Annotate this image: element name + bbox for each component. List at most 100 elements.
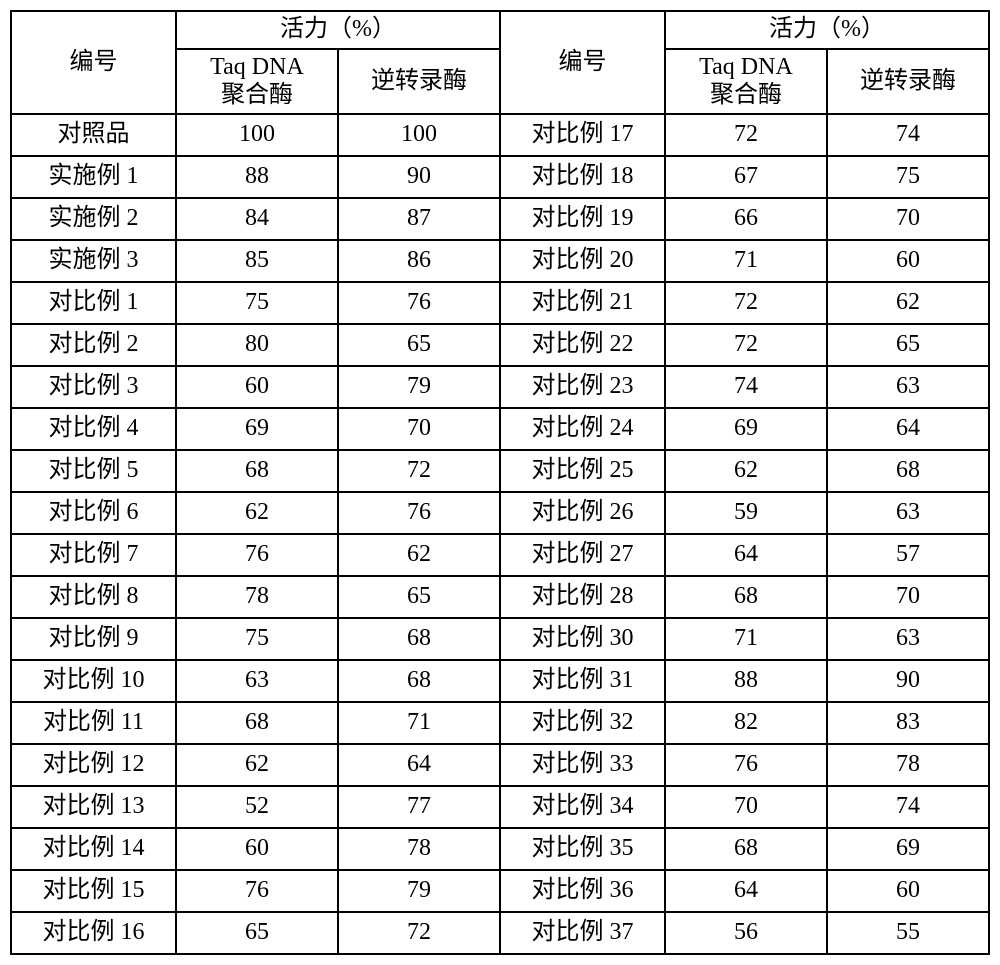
table-row: 对比例 28065对比例 227265 [11, 324, 989, 366]
cell-l_rt: 72 [338, 912, 500, 954]
cell-l_rt: 86 [338, 240, 500, 282]
cell-r_id: 对比例 30 [500, 618, 665, 660]
cell-r_rt: 60 [827, 240, 989, 282]
cell-l_taq: 63 [176, 660, 338, 702]
cell-r_rt: 74 [827, 786, 989, 828]
cell-l_taq: 100 [176, 114, 338, 156]
cell-r_taq: 64 [665, 870, 827, 912]
table-row: 对比例 146078对比例 356869 [11, 828, 989, 870]
cell-l_taq: 75 [176, 282, 338, 324]
cell-l_id: 实施例 1 [11, 156, 176, 198]
cell-r_id: 对比例 34 [500, 786, 665, 828]
cell-l_rt: 76 [338, 492, 500, 534]
table-row: 对比例 56872对比例 256268 [11, 450, 989, 492]
cell-r_taq: 67 [665, 156, 827, 198]
header-activity-left: 活力（%） [176, 11, 500, 49]
cell-r_taq: 70 [665, 786, 827, 828]
cell-r_rt: 74 [827, 114, 989, 156]
cell-r_rt: 83 [827, 702, 989, 744]
cell-l_rt: 79 [338, 870, 500, 912]
table-row: 对比例 106368对比例 318890 [11, 660, 989, 702]
cell-l_taq: 52 [176, 786, 338, 828]
cell-l_id: 对比例 9 [11, 618, 176, 660]
table-row: 对比例 77662对比例 276457 [11, 534, 989, 576]
cell-l_id: 对比例 7 [11, 534, 176, 576]
cell-l_id: 对比例 8 [11, 576, 176, 618]
table-row: 对比例 116871对比例 328283 [11, 702, 989, 744]
cell-l_taq: 78 [176, 576, 338, 618]
cell-l_id: 对比例 12 [11, 744, 176, 786]
cell-r_rt: 68 [827, 450, 989, 492]
cell-l_id: 对比例 3 [11, 366, 176, 408]
cell-l_rt: 90 [338, 156, 500, 198]
cell-r_id: 对比例 26 [500, 492, 665, 534]
table-row: 对比例 126264对比例 337678 [11, 744, 989, 786]
cell-r_taq: 68 [665, 828, 827, 870]
cell-l_id: 对比例 14 [11, 828, 176, 870]
table-row: 对比例 36079对比例 237463 [11, 366, 989, 408]
cell-r_rt: 55 [827, 912, 989, 954]
cell-r_taq: 59 [665, 492, 827, 534]
cell-r_taq: 71 [665, 240, 827, 282]
cell-r_id: 对比例 32 [500, 702, 665, 744]
cell-r_taq: 64 [665, 534, 827, 576]
cell-r_taq: 74 [665, 366, 827, 408]
cell-r_id: 对比例 27 [500, 534, 665, 576]
cell-l_rt: 68 [338, 618, 500, 660]
cell-r_id: 对比例 37 [500, 912, 665, 954]
cell-r_rt: 70 [827, 198, 989, 240]
cell-r_rt: 63 [827, 618, 989, 660]
cell-r_rt: 63 [827, 366, 989, 408]
cell-l_id: 实施例 2 [11, 198, 176, 240]
cell-l_rt: 64 [338, 744, 500, 786]
cell-l_id: 对比例 15 [11, 870, 176, 912]
table-row: 对比例 166572对比例 375655 [11, 912, 989, 954]
cell-r_rt: 62 [827, 282, 989, 324]
cell-l_rt: 78 [338, 828, 500, 870]
cell-l_rt: 100 [338, 114, 500, 156]
cell-l_rt: 68 [338, 660, 500, 702]
table-row: 对比例 157679对比例 366460 [11, 870, 989, 912]
cell-l_id: 对比例 11 [11, 702, 176, 744]
cell-l_taq: 65 [176, 912, 338, 954]
table-row: 对比例 135277对比例 347074 [11, 786, 989, 828]
cell-r_id: 对比例 31 [500, 660, 665, 702]
cell-l_taq: 84 [176, 198, 338, 240]
cell-r_rt: 70 [827, 576, 989, 618]
table-row: 对比例 46970对比例 246964 [11, 408, 989, 450]
header-id-right: 编号 [500, 11, 665, 114]
table-row: 对比例 17576对比例 217262 [11, 282, 989, 324]
cell-l_id: 实施例 3 [11, 240, 176, 282]
cell-l_taq: 88 [176, 156, 338, 198]
cell-l_taq: 60 [176, 828, 338, 870]
cell-l_taq: 68 [176, 702, 338, 744]
cell-r_id: 对比例 24 [500, 408, 665, 450]
cell-r_rt: 57 [827, 534, 989, 576]
cell-r_id: 对比例 36 [500, 870, 665, 912]
cell-r_taq: 72 [665, 114, 827, 156]
cell-l_taq: 76 [176, 870, 338, 912]
table-row: 对比例 97568对比例 307163 [11, 618, 989, 660]
table-row: 对比例 66276对比例 265963 [11, 492, 989, 534]
cell-r_id: 对比例 19 [500, 198, 665, 240]
table-row: 实施例 28487对比例 196670 [11, 198, 989, 240]
cell-l_rt: 77 [338, 786, 500, 828]
cell-l_id: 对比例 10 [11, 660, 176, 702]
cell-r_taq: 69 [665, 408, 827, 450]
header-taq-left: Taq DNA聚合酶 [176, 49, 338, 114]
table-row: 对照品100100对比例 177274 [11, 114, 989, 156]
table-body: 对照品100100对比例 177274实施例 18890对比例 186775实施… [11, 114, 989, 954]
cell-l_rt: 70 [338, 408, 500, 450]
cell-l_id: 对比例 2 [11, 324, 176, 366]
cell-r_id: 对比例 21 [500, 282, 665, 324]
cell-l_id: 对比例 1 [11, 282, 176, 324]
cell-r_id: 对比例 22 [500, 324, 665, 366]
cell-l_rt: 72 [338, 450, 500, 492]
table-row: 实施例 38586对比例 207160 [11, 240, 989, 282]
cell-r_rt: 90 [827, 660, 989, 702]
cell-r_id: 对比例 25 [500, 450, 665, 492]
cell-r_rt: 60 [827, 870, 989, 912]
header-id-left: 编号 [11, 11, 176, 114]
cell-l_taq: 60 [176, 366, 338, 408]
cell-l_rt: 65 [338, 576, 500, 618]
